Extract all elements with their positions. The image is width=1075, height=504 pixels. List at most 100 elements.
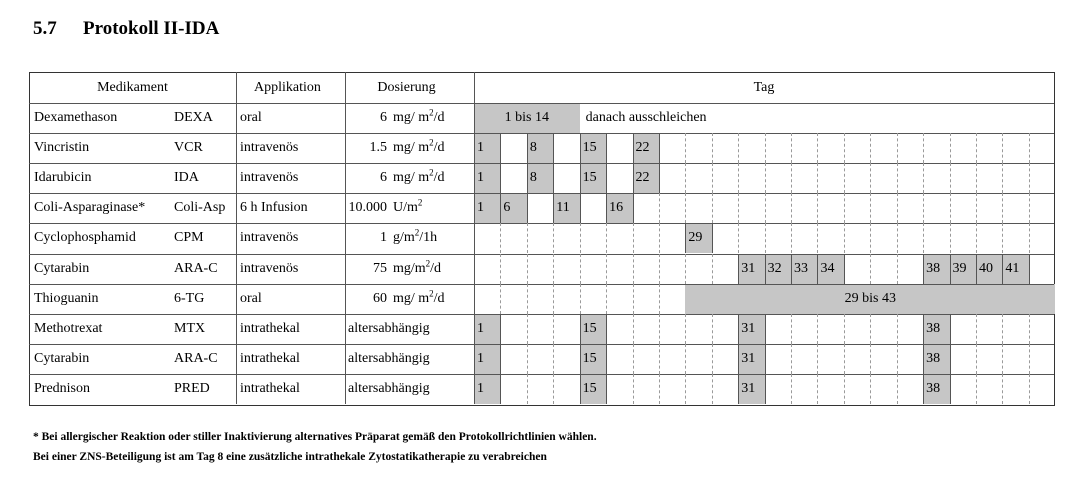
day-number: 15 [582,140,597,156]
day-divider [896,373,898,404]
day-number: 1 [477,320,484,336]
header-tag: Tag [753,80,775,95]
application: intravenös [240,260,299,276]
dosage-unit: g/m2/1h [393,227,438,246]
day-cell-shade [976,254,1003,284]
day-range-label: 1 bis 14 [504,110,549,125]
day-divider [949,253,951,284]
day-divider [526,223,528,254]
day-number: 38 [926,320,941,336]
column-divider [236,72,237,404]
header-medikament: Medikament [97,80,168,95]
day-divider [553,283,555,314]
day-divider [658,133,660,164]
drug-name: Coli-Asparaginase* [34,200,146,216]
day-divider [1028,163,1030,194]
day-number: 15 [582,170,597,186]
day-divider [843,253,845,284]
day-cell-shade [580,344,607,374]
day-divider [500,343,502,374]
day-divider [870,133,872,164]
dosage-unit: mg/ m2/d [393,167,445,186]
day-number: 38 [926,350,941,366]
day-cell-shade [924,374,950,404]
day-cell-shade [633,134,659,164]
day-number: 33 [794,260,809,276]
day-divider [500,283,502,314]
day-divider [606,283,608,314]
day-divider [526,253,528,284]
day-divider [843,373,845,404]
dosage-unit: mg/ m2/d [393,107,445,125]
day-number: 29 [688,230,703,246]
day-divider [579,253,581,284]
day-divider [975,163,977,194]
day-divider [526,133,528,164]
application: intravenös [240,170,299,186]
column-divider [345,72,346,404]
drug-name: Dexamethason [34,110,118,125]
row-divider [29,373,1054,375]
day-divider [553,253,555,284]
day-divider [632,133,634,164]
dosage-text: altersabhängig [348,320,430,336]
day-divider [738,193,740,224]
day-divider [949,373,951,404]
day-divider [843,343,845,374]
day-divider [764,343,766,374]
dosage-unit: U/m2 [393,197,423,216]
application: intrathekal [240,350,300,366]
day-divider [526,373,528,404]
day-number: 1 [477,200,484,216]
day-cell-shade [607,194,633,224]
day-divider [500,313,502,344]
day-divider [923,193,925,224]
day-divider [923,253,925,284]
day-cell-shade [739,344,765,374]
day-divider [1028,253,1030,284]
header-applikation: Applikation [254,80,321,95]
day-divider [817,253,819,284]
day-divider [579,163,581,194]
day-cell-shade [950,254,976,284]
day-divider [553,373,555,404]
day-number: 15 [582,320,597,336]
day-divider [632,163,634,194]
day-range-label: 29 bis 43 [844,290,896,306]
day-number: 32 [767,260,782,276]
day-divider [606,163,608,194]
day-divider [579,193,581,224]
day-divider [658,343,660,374]
day-divider [553,163,555,194]
column-divider [474,72,475,404]
day-divider [738,343,740,374]
day-divider [923,163,925,194]
drug-name: Thioguanin [34,290,99,306]
day-divider [711,163,713,194]
day-number: 8 [529,140,537,156]
day-cell-shade [580,134,607,164]
day-divider [949,223,951,254]
day-divider [632,343,634,374]
day-divider [553,223,555,254]
day-divider [606,343,608,374]
day-divider [658,253,660,284]
day-divider [1028,193,1030,224]
day-divider [711,373,713,404]
day-divider [975,193,977,224]
day-divider [1002,373,1004,404]
day-divider [500,223,502,254]
day-divider [738,313,740,344]
drug-abbreviation: 6-TG [174,290,205,306]
day-divider [896,223,898,254]
day-divider [817,163,819,194]
drug-abbreviation: ARA-C [174,260,218,276]
drug-name: Cytarabin [34,260,90,276]
day-divider [500,133,502,164]
day-divider [711,313,713,344]
day-divider [896,163,898,194]
day-number: 34 [820,260,835,276]
day-number: 8 [529,170,537,186]
day-cell-shade [924,314,950,344]
drug-abbreviation: MTX [174,320,206,336]
